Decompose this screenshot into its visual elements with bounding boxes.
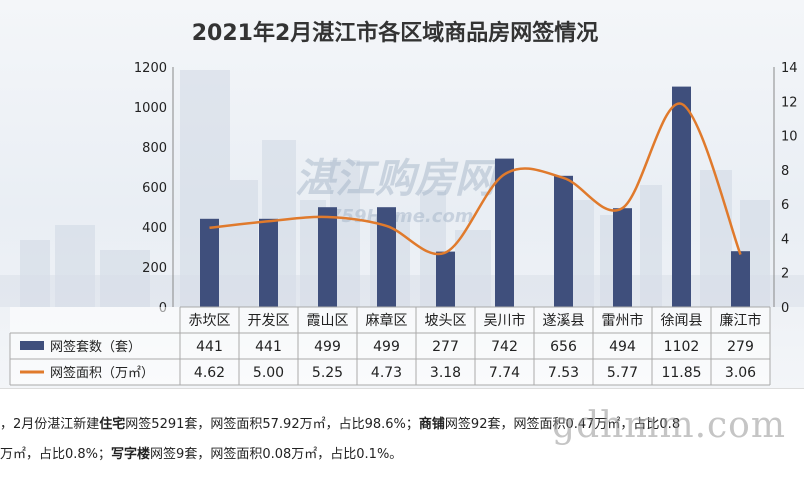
y-right-tick-label: 2 xyxy=(781,267,789,282)
summary-text: ，2月份湛江新建住宅网签5291套，网签面积57.92万㎡，占比98.6%；商铺… xyxy=(0,410,804,490)
y-right-tick-label: 8 xyxy=(781,164,789,179)
line-value-label: 4.73 xyxy=(371,365,402,381)
y-right-tick-label: 4 xyxy=(781,232,789,247)
summary-line-1: ，2月份湛江新建住宅网签5291套，网签面积57.92万㎡，占比98.6%；商铺… xyxy=(0,410,804,440)
site-watermark: gdhmm.com xyxy=(552,405,786,446)
bar-徐闻县 xyxy=(672,86,691,307)
bar-霞山区 xyxy=(318,207,337,307)
category-label: 霞山区 xyxy=(307,313,349,329)
summary-line-1-part-2: 网签5291套，网签面积57.92万㎡，占比98.6%； xyxy=(125,417,419,432)
bar-雷州市 xyxy=(613,208,632,307)
bar-value-label: 1102 xyxy=(664,339,700,355)
category-label: 廉江市 xyxy=(720,312,762,329)
bar-value-label: 656 xyxy=(550,339,577,355)
summary-line-1-bold-housing: 住宅 xyxy=(99,417,126,432)
bar-廉江市 xyxy=(731,251,750,307)
chart-svg: 2021年2月湛江市各区域商品房网签情况 湛江购房网0759Home.com 0… xyxy=(0,20,804,386)
bar-坡头区 xyxy=(436,251,455,307)
category-label: 坡头区 xyxy=(425,313,467,329)
bar-开发区 xyxy=(259,218,278,307)
category-label: 开发区 xyxy=(248,313,290,329)
line-value-label: 5.25 xyxy=(312,365,343,381)
line-value-label: 3.06 xyxy=(725,365,756,381)
background-ground xyxy=(0,275,804,307)
y-right-tick-label: 6 xyxy=(781,198,789,213)
bar-value-label: 499 xyxy=(314,339,341,355)
bar-value-label: 494 xyxy=(609,339,636,355)
y-right-tick-label: 0 xyxy=(781,301,789,316)
y-left-tick-label: 800 xyxy=(142,141,167,156)
legend-label-bar: 网签套数（套） xyxy=(50,339,141,355)
bar-value-label: 441 xyxy=(196,339,223,355)
summary-line-1-part-3: 网签92套，网签面积0.47万㎡，占比0.8 xyxy=(444,417,681,432)
category-label: 雷州市 xyxy=(602,312,644,329)
summary-line-1-part-1: ，2月份湛江新建 xyxy=(0,417,100,432)
line-value-label: 5.77 xyxy=(607,365,638,381)
bar-value-label: 742 xyxy=(491,339,518,355)
y-left-tick-label: 1200 xyxy=(134,61,167,76)
bar-value-label: 499 xyxy=(373,339,400,355)
summary-line-2-bold-office: 写字楼 xyxy=(111,447,151,462)
line-value-label: 7.74 xyxy=(489,365,520,381)
line-value-label: 4.62 xyxy=(194,365,225,381)
y-right-tick-label: 10 xyxy=(781,130,798,145)
legend-swatch-bar xyxy=(20,341,44,350)
line-value-label: 5.00 xyxy=(253,365,284,381)
category-label: 赤坎区 xyxy=(189,313,231,329)
bar-赤坎区 xyxy=(200,218,219,307)
bar-遂溪县 xyxy=(554,175,573,307)
summary-line-2-part-1: 万㎡，占比0.8%； xyxy=(0,447,112,462)
y-left-tick-label: 200 xyxy=(142,261,167,276)
bar-value-label: 277 xyxy=(432,339,459,355)
y-right-tick-label: 14 xyxy=(781,61,798,76)
category-label: 吴川市 xyxy=(484,312,526,329)
bar-麻章区 xyxy=(377,207,396,307)
chart-panel: 2021年2月湛江市各区域商品房网签情况 湛江购房网0759Home.com 0… xyxy=(0,0,804,389)
watermark-main: 湛江购房网 xyxy=(295,156,501,202)
bar-value-label: 441 xyxy=(255,339,282,355)
y-left-tick-label: 600 xyxy=(142,181,167,196)
bar-value-label: 279 xyxy=(727,339,754,355)
summary-line-2: 万㎡，占比0.8%；写字楼网签9套，网签面积0.08万㎡，占比0.1%。 xyxy=(0,440,804,470)
summary-line-2-part-2: 网签9套，网签面积0.08万㎡，占比0.1%。 xyxy=(150,447,403,462)
category-label: 麻章区 xyxy=(366,312,408,329)
data-table-background xyxy=(10,307,770,385)
y-right-tick-label: 12 xyxy=(781,95,798,110)
y-left-tick-label: 400 xyxy=(142,221,167,236)
summary-line-1-bold-shops: 商铺 xyxy=(418,417,445,432)
line-value-label: 7.53 xyxy=(548,365,579,381)
legend-label-line: 网签面积（万㎡） xyxy=(50,365,154,381)
category-label: 遂溪县 xyxy=(543,313,585,329)
line-value-label: 11.85 xyxy=(661,365,701,381)
line-value-label: 3.18 xyxy=(430,365,461,381)
chart-title: 2021年2月湛江市各区域商品房网签情况 xyxy=(192,20,599,46)
bar-吴川市 xyxy=(495,158,514,307)
category-label: 徐闻县 xyxy=(661,313,703,329)
y-left-tick-label: 1000 xyxy=(134,101,167,116)
